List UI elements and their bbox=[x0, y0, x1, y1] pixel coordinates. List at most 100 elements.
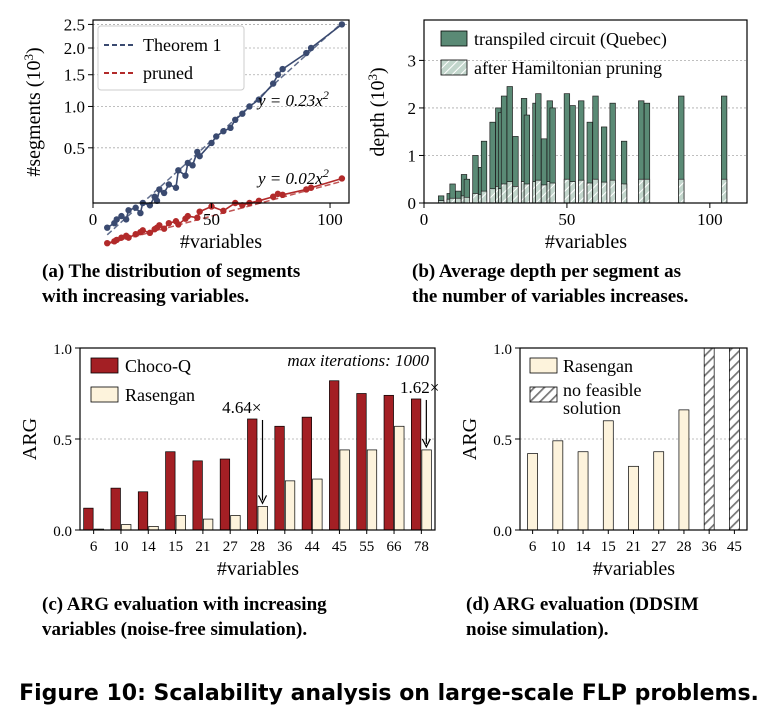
chart-c-xtick-label: 6 bbox=[90, 539, 98, 555]
legend-infeasible-label-line2: solution bbox=[563, 398, 621, 418]
chart-d-xtick-label: 10 bbox=[550, 539, 565, 555]
data-point-theorem bbox=[189, 162, 196, 169]
legend-infeasible-swatch bbox=[529, 386, 558, 403]
data-point-theorem bbox=[213, 133, 220, 140]
data-point-pruned bbox=[196, 208, 203, 215]
data-point-pruned bbox=[184, 212, 192, 220]
chart-a-ytick-label: 2.0 bbox=[64, 39, 85, 58]
bar-choco bbox=[165, 451, 176, 531]
figure-caption: Figure 10: Scalability analysis on large… bbox=[19, 681, 759, 706]
data-point-theorem bbox=[307, 44, 315, 52]
chart-b-ytick-label: 1 bbox=[408, 146, 417, 165]
bar-rasengan bbox=[339, 449, 350, 531]
caption-a-line2: with increasing variables. bbox=[42, 286, 249, 307]
bar-rasengan bbox=[203, 518, 214, 531]
bar-after-pruning bbox=[500, 183, 508, 204]
data-point-pruned bbox=[175, 221, 182, 228]
data-point-theorem bbox=[255, 96, 263, 103]
bar-rasengan bbox=[653, 451, 665, 531]
bar-after-pruning bbox=[480, 190, 488, 204]
bar-rasengan bbox=[121, 524, 132, 531]
data-point-pruned bbox=[194, 214, 201, 221]
chart-c-xtick-label: 28 bbox=[250, 539, 265, 555]
chart-a-frame bbox=[92, 19, 350, 204]
legend-choco-swatch bbox=[90, 357, 119, 374]
chart-c-xtick-label: 55 bbox=[359, 539, 374, 555]
data-point-pruned bbox=[239, 202, 246, 209]
chart-d-ytick-label: 1.0 bbox=[493, 342, 512, 358]
bar-rasengan bbox=[230, 515, 241, 531]
chart-b-xtick-label: 50 bbox=[558, 210, 575, 229]
chart-c-xtick-label: 15 bbox=[168, 539, 183, 555]
bar-rasengan bbox=[552, 440, 564, 531]
bar-no-feasible-solution bbox=[703, 347, 715, 531]
data-point-theorem bbox=[160, 189, 168, 197]
bar-rasengan bbox=[577, 451, 589, 531]
chart-a-xlabel: #variables bbox=[180, 231, 262, 253]
bar-choco bbox=[247, 418, 258, 531]
chart-d-ytick-label: 0.5 bbox=[493, 433, 512, 449]
chart-d: 0.0 0.5 1.0 6 10 14 15 21 27 28 36 45 #variables AR… bbox=[459, 342, 748, 580]
bar-after-pruning bbox=[512, 186, 519, 204]
data-point-theorem bbox=[208, 139, 215, 147]
bar-choco bbox=[410, 398, 422, 531]
caption-a-line1: (a) The distribution of segments bbox=[42, 261, 300, 282]
data-point-theorem bbox=[118, 212, 125, 220]
chart-d-xtick-label: 36 bbox=[702, 539, 718, 555]
chart-c: 0.0 0.5 1.0 6 10 14 15 21 27 28 36 44 45 55 66 78 #vari… bbox=[19, 342, 439, 580]
chart-c-xtick-label: 66 bbox=[387, 539, 403, 555]
chart-c-xtick-label: 14 bbox=[141, 539, 157, 555]
caption-c-line2: variables (noise-free simulation). bbox=[42, 619, 307, 640]
chart-c-xtick-label: 21 bbox=[195, 539, 210, 555]
legend-d-rasengan-swatch bbox=[529, 357, 558, 374]
bar-rasengan bbox=[257, 505, 268, 531]
chart-c-xtick-label: 78 bbox=[414, 539, 429, 555]
chart-d-legend: Rasengan no feasible solution bbox=[529, 356, 641, 418]
data-point-theorem bbox=[104, 224, 111, 231]
chart-c-ytick-label: 1.0 bbox=[53, 342, 72, 358]
chart-c-xtick-label: 36 bbox=[277, 539, 293, 555]
chart-c-xtick-label: 44 bbox=[305, 539, 321, 555]
bar-choco bbox=[83, 507, 94, 531]
chart-d-xtick-label: 21 bbox=[626, 539, 641, 555]
chart-a-xtick-label: 0 bbox=[89, 210, 98, 229]
chart-b-ticks: 0 1 2 3 0 50 100 bbox=[408, 51, 723, 229]
data-point-theorem bbox=[220, 128, 227, 135]
chart-a-series bbox=[104, 21, 346, 247]
chart-d-xtick-label: 27 bbox=[651, 539, 667, 555]
data-point-pruned bbox=[146, 229, 154, 237]
bar-rasengan bbox=[421, 449, 432, 531]
data-point-theorem bbox=[239, 110, 246, 117]
bar-choco bbox=[329, 380, 340, 531]
data-point-theorem bbox=[227, 124, 234, 132]
chart-a-legend: Theorem 1 pruned bbox=[97, 25, 245, 91]
data-point-pruned bbox=[165, 219, 173, 227]
caption-d-line2: noise simulation). bbox=[466, 619, 609, 640]
chart-b-xtick-label: 100 bbox=[697, 210, 723, 229]
bar-rasengan bbox=[366, 449, 378, 531]
bar-after-pruning bbox=[449, 197, 456, 204]
bar-choco bbox=[301, 416, 312, 531]
chart-a-ticks: 0.5 1.0 1.5 2.0 2.5 0 50 100 bbox=[64, 15, 343, 229]
bar-rasengan bbox=[678, 409, 690, 531]
bar-rasengan bbox=[312, 478, 323, 531]
chart-a-ytick-label: 2.5 bbox=[64, 15, 85, 34]
bar-after-pruning bbox=[592, 178, 599, 204]
bar-rasengan bbox=[284, 480, 296, 531]
bar-no-feasible-solution bbox=[729, 347, 740, 531]
chart-c-xtick-label: 45 bbox=[332, 539, 347, 555]
legend-theorem-label: Theorem 1 bbox=[143, 35, 221, 55]
chart-d-xtick-label: 45 bbox=[727, 539, 742, 555]
bar-after-pruning bbox=[586, 182, 593, 204]
data-point-theorem bbox=[303, 49, 310, 57]
bar-choco bbox=[383, 394, 394, 531]
bar-after-pruning bbox=[609, 179, 616, 204]
chart-d-ytick-label: 0.0 bbox=[493, 524, 512, 540]
chart-a-ytick-label: 1.5 bbox=[64, 66, 85, 85]
chart-b-ylabel: depth (103) bbox=[365, 67, 389, 156]
data-point-theorem bbox=[132, 204, 139, 211]
chart-d-ticks: 0.0 0.5 1.0 6 10 14 15 21 27 28 36 45 bbox=[493, 342, 742, 555]
bar-choco bbox=[137, 491, 149, 531]
chart-c-ytick-label: 0.0 bbox=[53, 524, 72, 540]
chart-c-legend: Choco-Q Rasengan bbox=[90, 356, 195, 405]
